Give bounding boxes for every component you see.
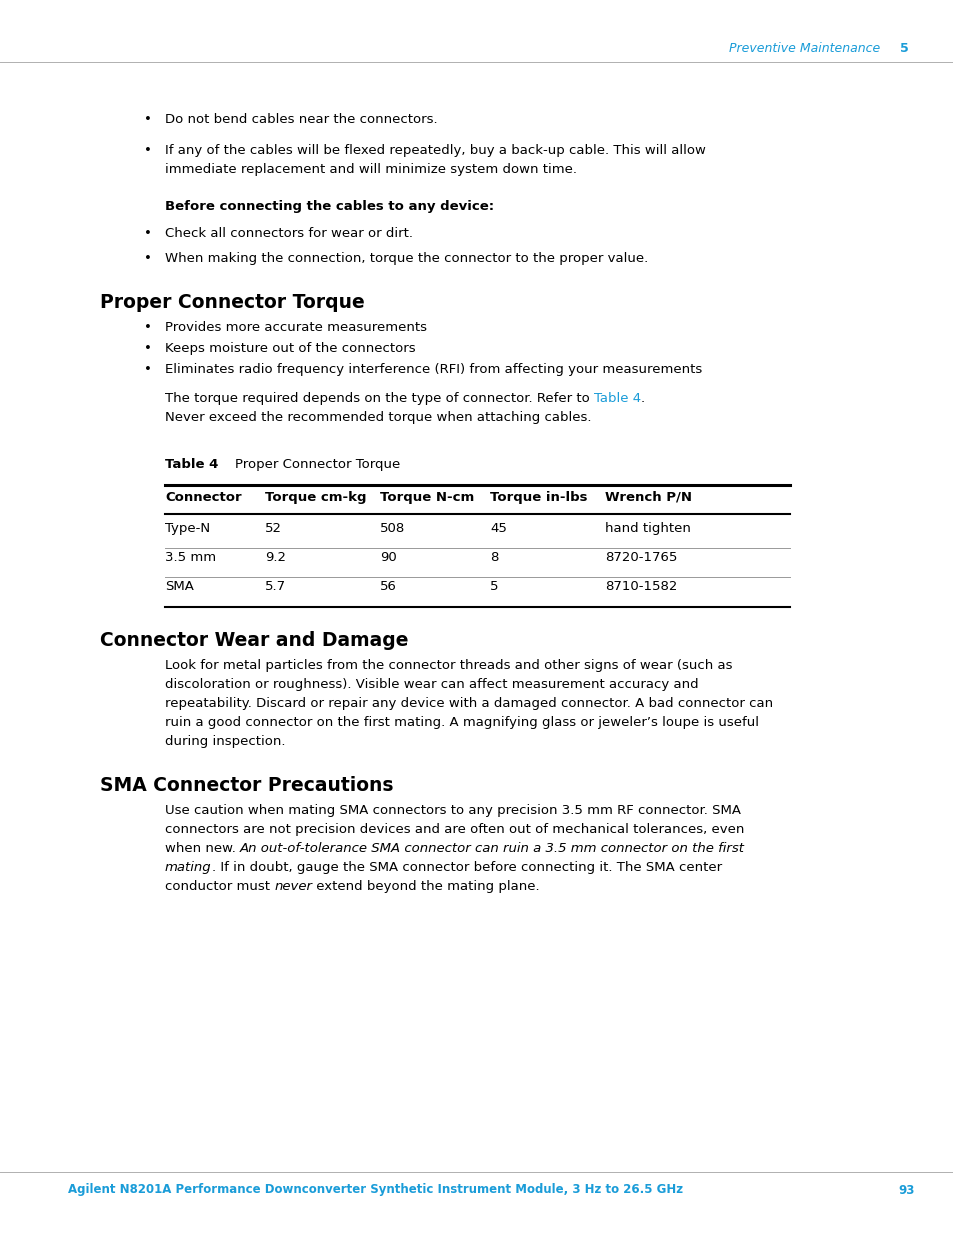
Text: Type-N: Type-N (165, 522, 210, 535)
Text: •: • (144, 363, 152, 375)
Text: 93: 93 (898, 1183, 914, 1197)
Text: repeatability. Discard or repair any device with a damaged connector. A bad conn: repeatability. Discard or repair any dev… (165, 697, 772, 710)
Text: when new.: when new. (165, 842, 240, 855)
Text: 5: 5 (899, 42, 908, 54)
Text: connectors are not precision devices and are often out of mechanical tolerances,: connectors are not precision devices and… (165, 823, 743, 836)
Text: Table 4: Table 4 (594, 391, 640, 405)
Text: •: • (144, 112, 152, 126)
Text: When making the connection, torque the connector to the proper value.: When making the connection, torque the c… (165, 252, 648, 266)
Text: Preventive Maintenance: Preventive Maintenance (728, 42, 879, 54)
Text: 8720-1765: 8720-1765 (604, 551, 677, 564)
Text: Proper Connector Torque: Proper Connector Torque (100, 293, 364, 312)
Text: •: • (144, 252, 152, 266)
Text: Table 4: Table 4 (165, 458, 218, 471)
Text: 9.2: 9.2 (265, 551, 286, 564)
Text: 3.5 mm: 3.5 mm (165, 551, 216, 564)
Text: immediate replacement and will minimize system down time.: immediate replacement and will minimize … (165, 163, 577, 177)
Text: 90: 90 (379, 551, 396, 564)
Text: .: . (640, 391, 644, 405)
Text: The torque required depends on the type of connector. Refer to: The torque required depends on the type … (165, 391, 594, 405)
Text: Eliminates radio frequency interference (RFI) from affecting your measurements: Eliminates radio frequency interference … (165, 363, 701, 375)
Text: 5: 5 (490, 580, 498, 593)
Text: 508: 508 (379, 522, 405, 535)
Text: 45: 45 (490, 522, 506, 535)
Text: •: • (144, 321, 152, 333)
Text: Do not bend cables near the connectors.: Do not bend cables near the connectors. (165, 112, 437, 126)
Text: 5.7: 5.7 (265, 580, 286, 593)
Text: Keeps moisture out of the connectors: Keeps moisture out of the connectors (165, 342, 416, 354)
Text: conductor must: conductor must (165, 881, 274, 893)
Text: SMA Connector Precautions: SMA Connector Precautions (100, 776, 393, 795)
Text: •: • (144, 144, 152, 157)
Text: hand tighten: hand tighten (604, 522, 690, 535)
Text: 8710-1582: 8710-1582 (604, 580, 677, 593)
Text: Proper Connector Torque: Proper Connector Torque (218, 458, 400, 471)
Text: never: never (274, 881, 312, 893)
Text: Torque in-lbs: Torque in-lbs (490, 492, 587, 504)
Text: extend beyond the mating plane.: extend beyond the mating plane. (312, 881, 539, 893)
Text: 56: 56 (379, 580, 396, 593)
Text: 52: 52 (265, 522, 282, 535)
Text: Before connecting the cables to any device:: Before connecting the cables to any devi… (165, 200, 494, 212)
Text: . If in doubt, gauge the SMA connector before connecting it. The SMA center: . If in doubt, gauge the SMA connector b… (212, 861, 721, 874)
Text: SMA: SMA (165, 580, 193, 593)
Text: discoloration or roughness). Visible wear can affect measurement accuracy and: discoloration or roughness). Visible wea… (165, 678, 698, 692)
Text: Wrench P/N: Wrench P/N (604, 492, 691, 504)
Text: An out-of-tolerance SMA connector can ruin a 3.5 mm connector on the first: An out-of-tolerance SMA connector can ru… (240, 842, 744, 855)
Text: Connector Wear and Damage: Connector Wear and Damage (100, 631, 408, 650)
Text: Never exceed the recommended torque when attaching cables.: Never exceed the recommended torque when… (165, 411, 591, 424)
Text: Use caution when mating SMA connectors to any precision 3.5 mm RF connector. SMA: Use caution when mating SMA connectors t… (165, 804, 740, 818)
Text: Look for metal particles from the connector threads and other signs of wear (suc: Look for metal particles from the connec… (165, 659, 732, 672)
Text: Provides more accurate measurements: Provides more accurate measurements (165, 321, 427, 333)
Text: mating: mating (165, 861, 212, 874)
Text: 8: 8 (490, 551, 497, 564)
Text: Torque cm-kg: Torque cm-kg (265, 492, 366, 504)
Text: •: • (144, 227, 152, 240)
Text: Connector: Connector (165, 492, 241, 504)
Text: during inspection.: during inspection. (165, 735, 285, 748)
Text: •: • (144, 342, 152, 354)
Text: ruin a good connector on the first mating. A magnifying glass or jeweler’s loupe: ruin a good connector on the first matin… (165, 716, 759, 729)
Text: Agilent N8201A Performance Downconverter Synthetic Instrument Module, 3 Hz to 26: Agilent N8201A Performance Downconverter… (68, 1183, 682, 1197)
Text: If any of the cables will be flexed repeatedly, buy a back-up cable. This will a: If any of the cables will be flexed repe… (165, 144, 705, 157)
Text: Torque N-cm: Torque N-cm (379, 492, 474, 504)
Text: Check all connectors for wear or dirt.: Check all connectors for wear or dirt. (165, 227, 413, 240)
